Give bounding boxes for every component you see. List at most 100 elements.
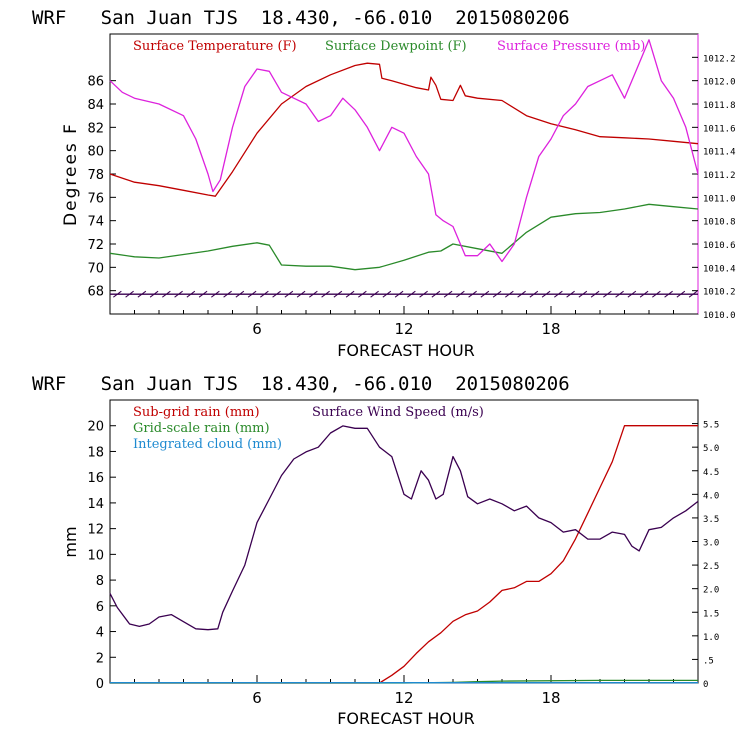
wind-barb: [688, 290, 698, 298]
top-y2-ticks: 1010.0 1010.2 1010.4 1010.6 1010.8 1011.0 1011…: [692, 54, 736, 321]
bottom-x-axis-label: FORECAST HOUR: [337, 709, 475, 728]
surface-temperature-f-line: [109, 62, 699, 197]
wind-barb: [309, 290, 318, 298]
rain-wind-panel: WRF San Juan TJS 18.430, -66.010 2015080…: [32, 373, 719, 728]
wind-barb: [468, 290, 477, 298]
surface-pressure-mb-line: [109, 39, 699, 263]
legend-surface-pressure: Surface Pressure (mb): [497, 39, 645, 54]
y-tick-label: 68: [87, 285, 104, 300]
x-tick-label: 12: [394, 689, 413, 707]
wind-barb: [652, 290, 661, 298]
wind-barb: [113, 290, 122, 298]
wind-barb: [615, 290, 624, 298]
wind-barb: [186, 290, 196, 298]
bottom-series-layer: [109, 425, 699, 684]
y2-tick-label: 5.0: [703, 444, 719, 454]
y-tick-label: 10: [87, 548, 104, 563]
sub-grid-rain-mm-line: [110, 425, 698, 684]
x-tick-label: 6: [252, 689, 262, 707]
wind-barb: [492, 290, 502, 298]
y2-tick-label: 1011.6: [703, 124, 736, 134]
y2-tick-label: 1.0: [703, 633, 719, 643]
wind-barb: [284, 290, 294, 298]
y2-tick-label: 1012.2: [703, 54, 736, 64]
wind-barb: [431, 290, 441, 298]
bottom-y-axis-label: mm: [61, 526, 80, 557]
temperature-pressure-panel: WRF San Juan TJS 18.430, -66.010 2015080…: [32, 7, 736, 360]
legend-sub-grid-rain: Sub-grid rain (mm): [133, 405, 260, 420]
wind-barb: [639, 290, 649, 298]
bottom-chart-title: WRF San Juan TJS 18.430, -66.010 2015080…: [32, 373, 570, 395]
legend-surface-dewpoint: Surface Dewpoint (F): [325, 39, 467, 54]
y2-tick-label: 1010.0: [703, 311, 736, 321]
y-tick-label: 72: [87, 238, 104, 253]
wind-barb: [174, 290, 183, 298]
y2-tick-label: 1011.4: [703, 148, 736, 158]
surface-dewpoint-f-line: [109, 203, 699, 271]
y-tick-label: 82: [87, 121, 104, 136]
wind-barb: [125, 290, 134, 298]
wind-barb: [554, 290, 563, 298]
wind-barb: [578, 290, 588, 298]
wind-barb: [419, 290, 428, 298]
wind-barb: [590, 290, 600, 298]
y-tick-label: 76: [87, 191, 104, 206]
wind-barb: [211, 290, 220, 298]
wind-barb: [505, 290, 514, 298]
y2-tick-label: 1010.6: [703, 241, 736, 251]
wind-barb: [333, 290, 343, 298]
y2-tick-label: 5.5: [703, 421, 719, 431]
wind-barb: [358, 290, 367, 298]
wind-barb: [296, 290, 306, 298]
y-tick-label: 84: [87, 98, 104, 113]
legend-surface-wind-speed: Surface Wind Speed (m/s): [312, 405, 484, 420]
wind-barb: [480, 290, 490, 298]
wind-barb: [443, 290, 453, 298]
x-tick-label: 18: [541, 689, 560, 707]
y-tick-label: 4: [96, 626, 104, 641]
legend-integrated-cloud: Integrated cloud (mm): [133, 437, 282, 452]
y-tick-label: 8: [96, 574, 104, 589]
wind-barb: [627, 290, 637, 298]
y2-tick-label: 2.5: [703, 562, 719, 572]
y-tick-label: 86: [87, 75, 104, 90]
y-tick-label: 78: [87, 168, 104, 183]
wind-barb: [247, 290, 257, 298]
wind-barb: [235, 290, 245, 298]
y-tick-label: 20: [87, 420, 104, 435]
y-tick-label: 6: [96, 600, 104, 615]
y2-tick-label: 4.5: [703, 468, 719, 478]
bottom-y2-ticks: 0 .5 1.0 1.5 2.0 2.5 3.0 3.5 4.0 4.5 5.0 5.5: [692, 421, 719, 690]
y2-tick-label: 1010.2: [703, 288, 736, 298]
wind-barb: [321, 290, 330, 298]
wind-barb: [382, 290, 392, 298]
wind-barb: [260, 290, 269, 298]
y2-tick-label: 4.0: [703, 491, 719, 501]
y2-tick-label: 3.5: [703, 515, 719, 525]
y-tick-label: 80: [87, 145, 104, 160]
wind-barb: [137, 290, 147, 298]
wind-barb: [198, 290, 208, 298]
wind-barb: [162, 290, 171, 298]
wind-barb: [676, 290, 686, 298]
wind-barb: [603, 290, 612, 298]
top-chart-title: WRF San Juan TJS 18.430, -66.010 2015080…: [32, 7, 570, 29]
wind-barb: [541, 290, 551, 298]
wind-barb: [223, 290, 232, 298]
y-tick-label: 12: [87, 523, 104, 538]
y2-tick-label: .5: [703, 656, 714, 666]
wind-barbs: [113, 290, 698, 298]
legend-surface-temperature: Surface Temperature (F): [133, 39, 297, 54]
y2-tick-label: 2.0: [703, 586, 719, 596]
wind-barb: [664, 290, 673, 298]
top-y-axis-label: Degrees F: [61, 122, 81, 226]
y-tick-label: 74: [87, 215, 104, 230]
x-tick-label: 12: [394, 320, 413, 338]
y2-tick-label: 1.5: [703, 609, 719, 619]
wind-barb: [345, 290, 355, 298]
y2-tick-label: 1011.2: [703, 171, 736, 181]
y-tick-label: 70: [87, 261, 104, 276]
top-y-ticks: 68 70 72 74 76 78 80 82 84 86: [87, 75, 116, 300]
top-x-axis-label: FORECAST HOUR: [337, 341, 475, 360]
